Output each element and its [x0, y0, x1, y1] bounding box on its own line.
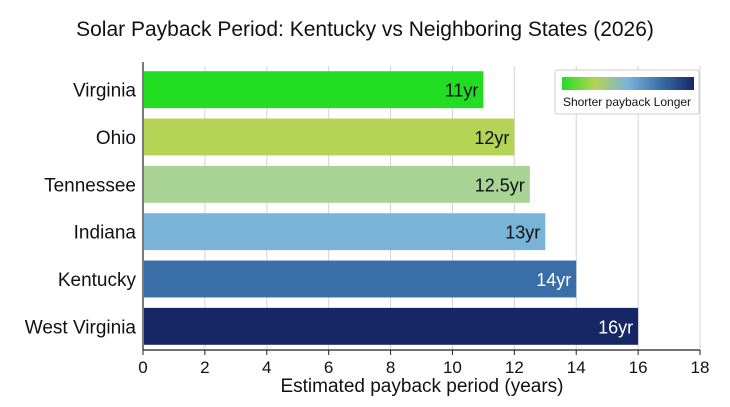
category-label: West Virginia — [25, 317, 137, 338]
data-label: 16yr — [598, 317, 633, 337]
x-tick-label: 14 — [567, 358, 586, 377]
x-tick-label: 8 — [386, 358, 395, 377]
x-tick-label: 16 — [629, 358, 648, 377]
bars: 11yr 12yr 12.5yr 13yr 14yr 16yr — [144, 71, 639, 345]
x-tick-label: 2 — [200, 358, 209, 377]
data-label: 13yr — [505, 223, 540, 243]
category-label: Tennessee — [44, 175, 136, 196]
bar — [144, 71, 484, 109]
category-label: Kentucky — [58, 270, 137, 291]
legend-text: Shorter payback Longer — [563, 95, 691, 109]
legend: Shorter payback Longer — [554, 69, 700, 115]
x-tick-label: 18 — [691, 358, 710, 377]
data-label: 12.5yr — [475, 175, 525, 195]
category-label: Virginia — [73, 81, 136, 102]
bar — [144, 165, 530, 203]
x-tick-label: 4 — [262, 358, 271, 377]
data-label: 14yr — [536, 270, 571, 290]
category-label: Ohio — [96, 128, 136, 149]
legend-colorbar — [562, 77, 694, 90]
data-label: 11yr — [445, 81, 479, 101]
bar — [144, 307, 639, 345]
x-tick-label: 6 — [324, 358, 333, 377]
data-label: 12yr — [474, 128, 509, 148]
axes: 0 2 4 6 8 10 12 14 16 18 Virginia Ohio Tennessee Indi… — [25, 62, 710, 377]
bar — [144, 118, 515, 156]
x-tick-label: 0 — [138, 358, 147, 377]
bar — [144, 213, 546, 251]
bar — [144, 260, 577, 298]
x-axis-label: Estimated payback period (years) — [280, 376, 563, 397]
category-label: Indiana — [74, 223, 137, 244]
x-tick-label: 10 — [443, 358, 462, 377]
chart-title: Solar Payback Period: Kentucky vs Neighb… — [76, 18, 654, 41]
x-tick-label: 12 — [505, 358, 524, 377]
